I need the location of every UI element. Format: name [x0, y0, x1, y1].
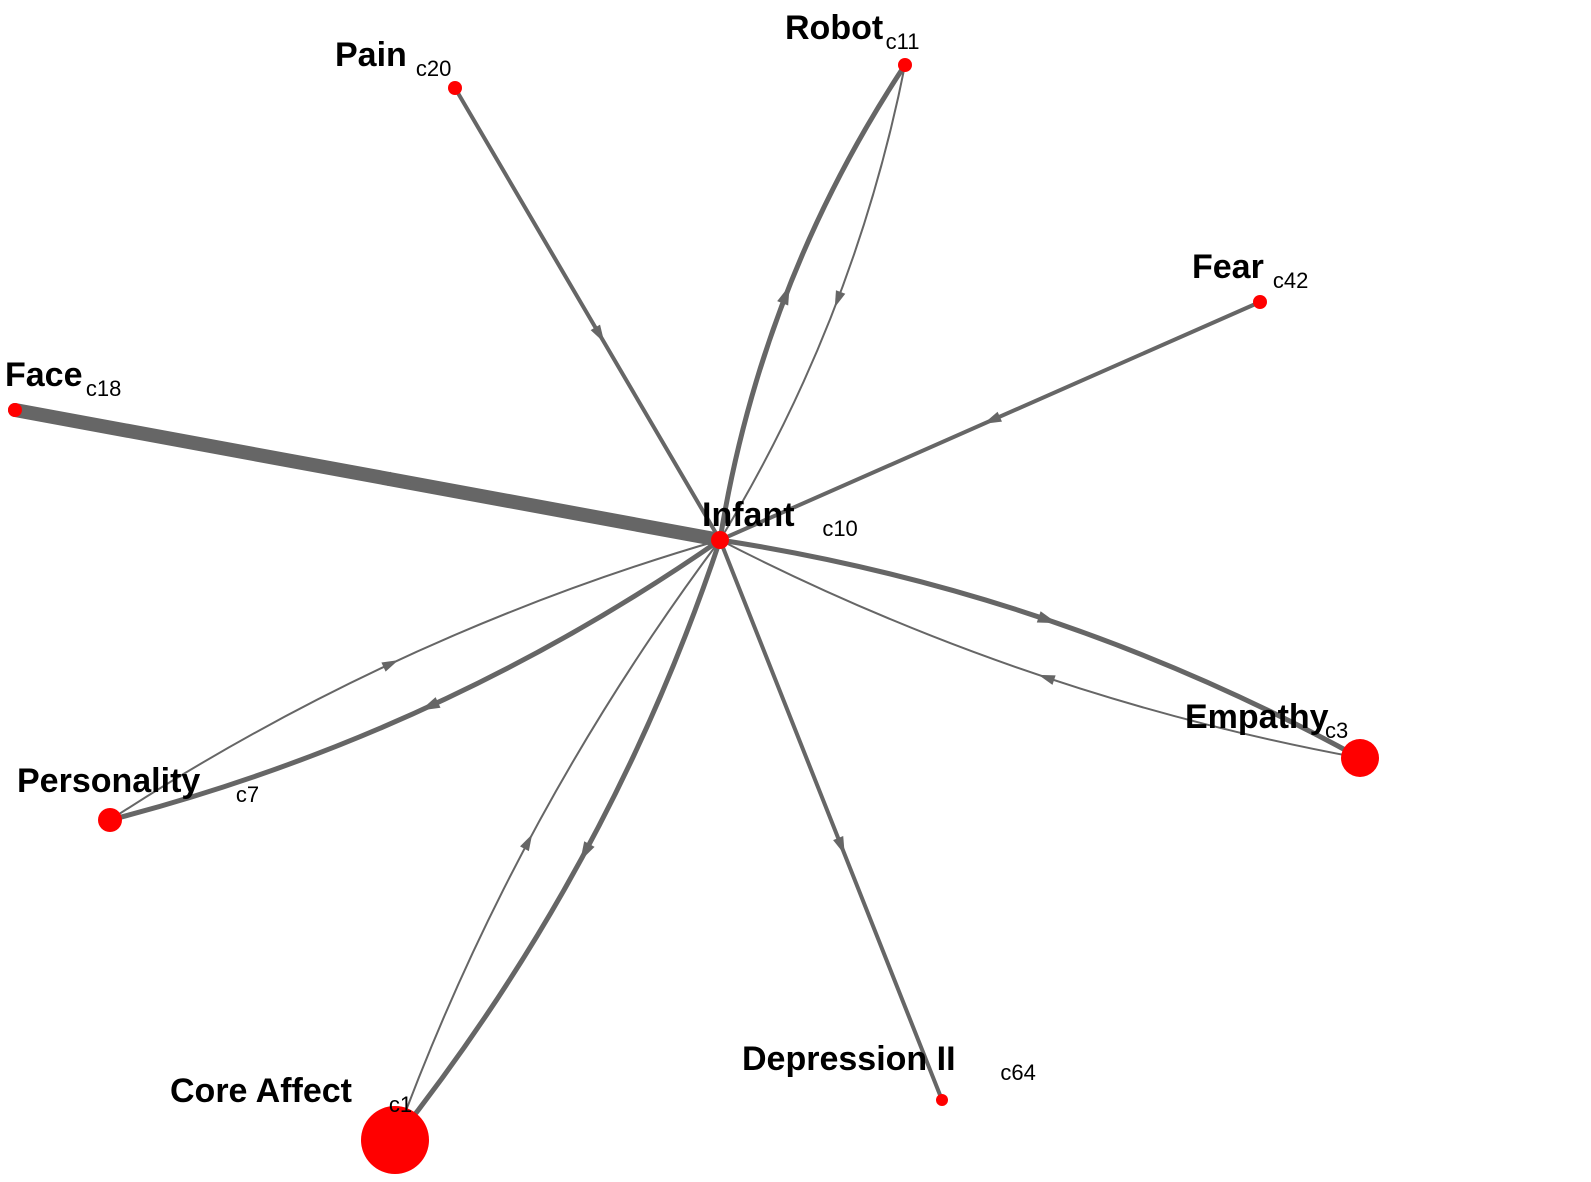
- arrowhead-infant-personality: [420, 697, 440, 710]
- node-label-fear: Fear: [1192, 248, 1264, 286]
- network-diagram: Infant c10 Pain c20 Robotc11 Fear c42 Empathyc3…: [0, 0, 1591, 1182]
- arrowhead-robot-infant: [835, 290, 846, 307]
- node-label-empathy: Empathy: [1185, 698, 1329, 736]
- node-label-pain: Pain: [335, 36, 407, 74]
- edge-infant-depression: [720, 540, 942, 1100]
- arrowhead-pain-infant: [591, 325, 605, 343]
- arrowhead-infant-coreaffect: [580, 841, 594, 861]
- arrowhead-infant-robot: [777, 285, 790, 305]
- edge-coreaffect-infant: [395, 540, 720, 1140]
- node-sublabel-coreaffect: c1: [389, 1092, 412, 1117]
- node-sublabel-fear: c42: [1273, 268, 1308, 293]
- node-sublabel-infant: c10: [822, 516, 857, 541]
- edge-pain-infant: [455, 88, 720, 540]
- node-sublabel-pain: c20: [416, 56, 451, 81]
- node-empathy: [1341, 739, 1379, 777]
- node-sublabel-face: c18: [86, 376, 121, 401]
- node-label-depression: Depression II: [742, 1040, 956, 1078]
- node-sublabel-personality: c7: [236, 782, 259, 807]
- edge-infant-personality: [110, 540, 720, 820]
- node-sublabel-depression: c64: [1000, 1060, 1035, 1085]
- node-label-face: Face: [5, 356, 83, 394]
- edges-layer: [15, 65, 1360, 1140]
- node-pain: [448, 81, 462, 95]
- arrowhead-personality-infant: [381, 660, 398, 671]
- edge-infant-coreaffect: [395, 540, 720, 1140]
- arrowhead-infant-depression: [833, 836, 845, 855]
- node-face: [8, 403, 22, 417]
- node-depression: [936, 1094, 948, 1106]
- arrowhead-fear-infant: [983, 412, 1002, 424]
- edge-personality-infant: [110, 540, 720, 820]
- node-label-personality: Personality: [17, 762, 200, 800]
- node-label-infant: Infant: [702, 496, 795, 534]
- arrowhead-infant-empathy: [1037, 611, 1057, 623]
- node-robot: [898, 58, 912, 72]
- node-label-robot: Robot: [785, 9, 883, 47]
- node-fear: [1253, 295, 1267, 309]
- arrowhead-coreaffect-infant: [520, 834, 532, 851]
- node-personality: [98, 808, 122, 832]
- arrowhead-empathy-infant: [1038, 675, 1055, 685]
- node-label-coreaffect: Core Affect: [170, 1072, 352, 1110]
- labels-layer: Infant c10 Pain c20 Robotc11 Fear c42 Empathyc3…: [5, 9, 1348, 1117]
- node-sublabel-robot: c11: [886, 29, 920, 54]
- node-sublabel-empathy: c3: [1325, 718, 1348, 743]
- edge-face-infant: [15, 410, 720, 540]
